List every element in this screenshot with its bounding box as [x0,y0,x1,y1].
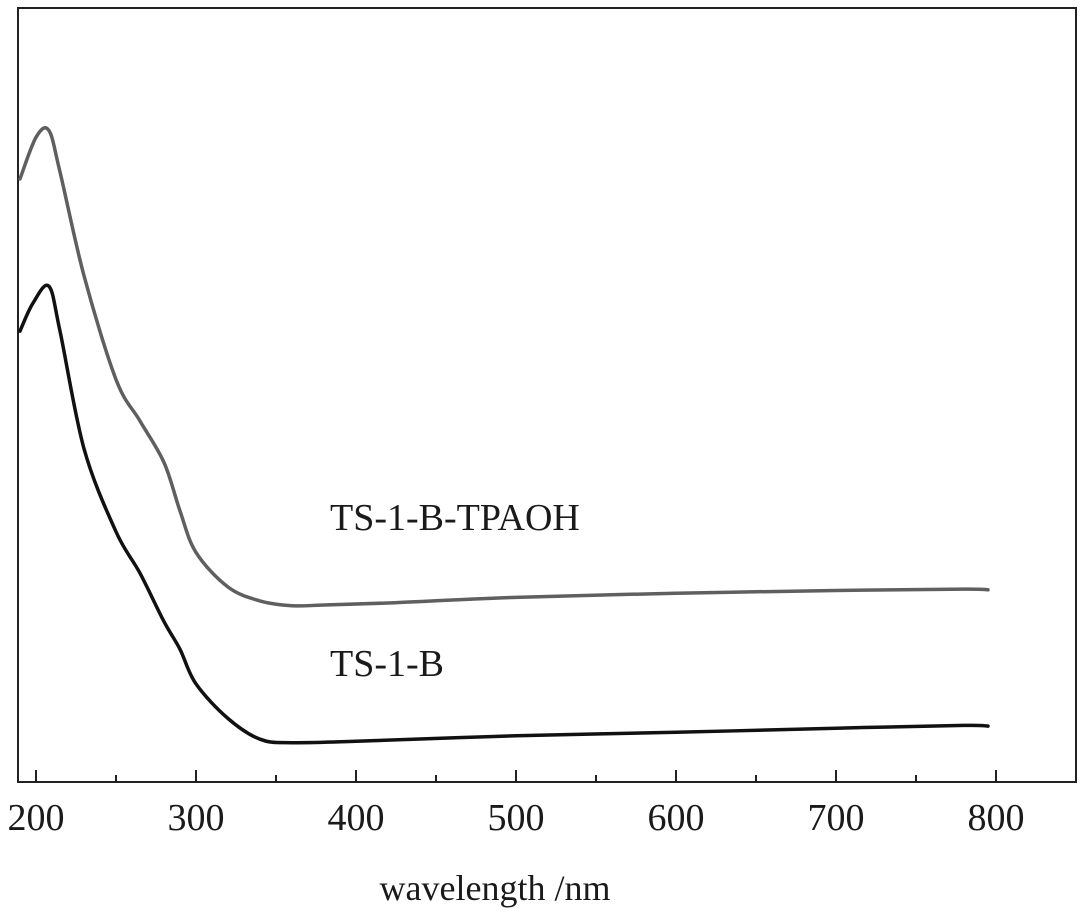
x-tick-label-300: 300 [168,797,225,839]
series-lines [18,126,990,745]
x-axis-tick-labels: 200 300 400 500 600 700 800 [8,797,1025,839]
x-tick-label-600: 600 [648,797,705,839]
series-label-ts-1-b-tpaoh: TS-1-B-TPAOH [330,497,580,539]
x-tick-label-700: 700 [808,797,865,839]
series-line-ts-1-b [18,283,990,745]
x-axis-title: wavelength /nm [380,868,611,908]
plot-area [17,7,1077,783]
x-tick-label-400: 400 [328,797,385,839]
x-tick-label-200: 200 [8,797,65,839]
x-axis-ticks [35,770,997,782]
series-line-ts-1-b-tpaoh [18,126,990,608]
series-label-ts-1-b: TS-1-B [330,643,444,685]
series-labels: TS-1-B-TPAOH TS-1-B [330,497,580,685]
x-tick-label-800: 800 [968,797,1025,839]
x-tick-label-500: 500 [488,797,545,839]
